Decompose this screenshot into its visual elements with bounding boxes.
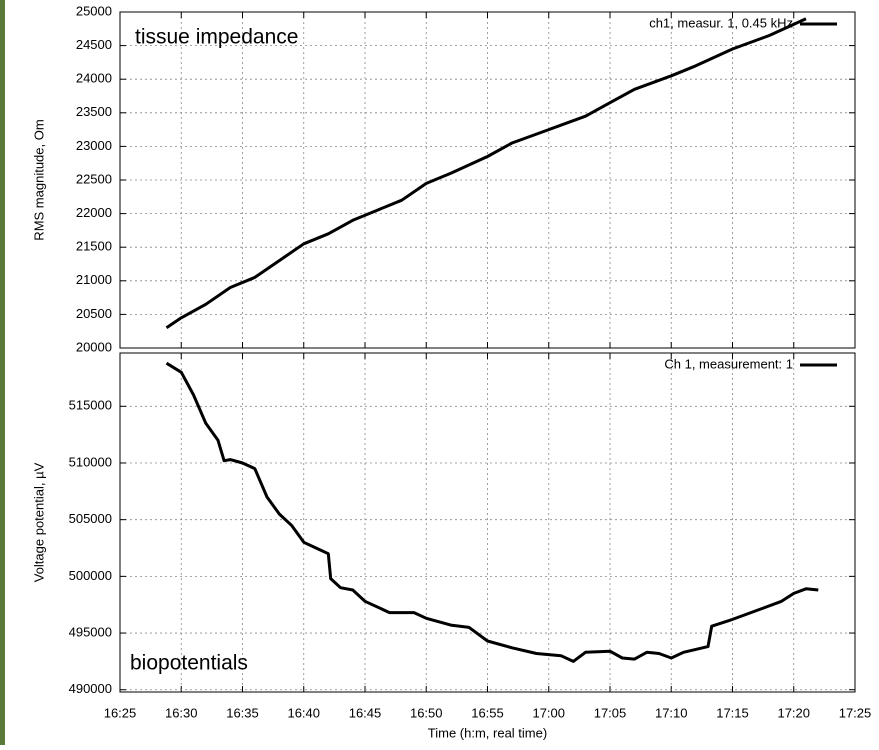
x-axis-label: Time (h:m, real time) xyxy=(428,725,547,740)
y-tick-label: 25000 xyxy=(76,3,112,18)
data-line xyxy=(165,17,807,330)
y-tick-label: 21000 xyxy=(76,272,112,287)
y-tick-label: 23500 xyxy=(76,104,112,119)
x-tick-label: 16:45 xyxy=(349,705,382,720)
x-tick-label: 16:30 xyxy=(165,705,198,720)
y-axis-label: Voltage potential, µV xyxy=(31,462,46,582)
y-tick-label: 22500 xyxy=(76,171,112,186)
y-tick-label: 24500 xyxy=(76,37,112,52)
y-tick-label: 20000 xyxy=(76,339,112,354)
legend-label: ch1, measur. 1, 0.45 kHz xyxy=(649,15,793,30)
annotation: tissue impedance xyxy=(135,26,298,49)
x-tick-label: 17:00 xyxy=(532,705,565,720)
x-tick-label: 17:25 xyxy=(839,705,872,720)
x-tick-label: 17:15 xyxy=(716,705,749,720)
y-tick-label: 495000 xyxy=(69,624,112,639)
y-tick-label: 515000 xyxy=(69,398,112,413)
x-tick-label: 16:35 xyxy=(226,705,259,720)
plot-frame xyxy=(119,352,856,693)
legend-label: Ch 1, measurement: 1 xyxy=(664,356,793,371)
x-tick-label: 17:20 xyxy=(777,705,810,720)
plot-frame xyxy=(119,11,856,349)
x-tick-label: 16:50 xyxy=(410,705,443,720)
x-tick-label: 17:10 xyxy=(655,705,688,720)
y-tick-label: 505000 xyxy=(69,511,112,526)
y-tick-label: 22000 xyxy=(76,205,112,220)
x-tick-label: 16:25 xyxy=(104,705,137,720)
y-tick-label: 490000 xyxy=(69,681,112,696)
y-tick-label: 510000 xyxy=(69,454,112,469)
y-tick-label: 23000 xyxy=(76,138,112,153)
x-tick-label: 16:55 xyxy=(471,705,504,720)
y-axis-label: RMS magnitude, Om xyxy=(31,119,46,240)
y-tick-label: 20500 xyxy=(76,306,112,321)
y-tick-label: 24000 xyxy=(76,71,112,86)
y-tick-label: 500000 xyxy=(69,568,112,583)
x-tick-label: 17:05 xyxy=(594,705,627,720)
y-tick-label: 21500 xyxy=(76,239,112,254)
x-tick-label: 16:40 xyxy=(287,705,320,720)
annotation: biopotentials xyxy=(130,652,248,675)
photo-edge xyxy=(0,0,5,745)
data-line xyxy=(165,361,819,663)
